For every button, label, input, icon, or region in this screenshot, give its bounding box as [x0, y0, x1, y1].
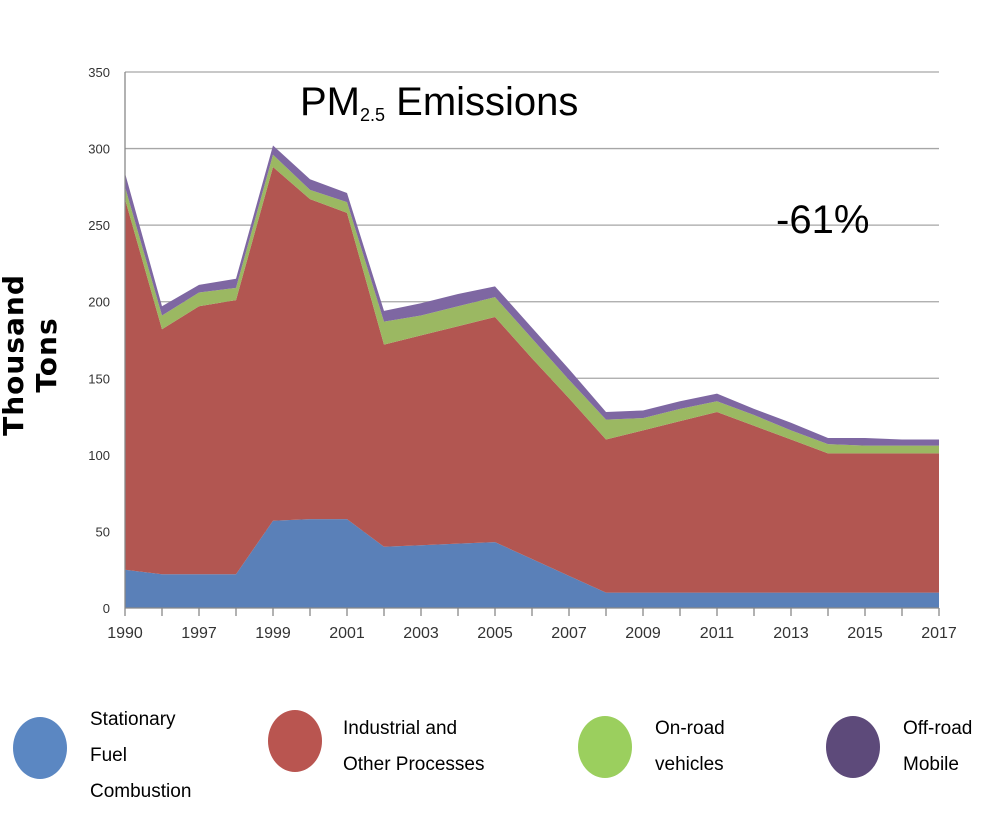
legend-label: On-road vehicles — [655, 711, 725, 783]
x-tick-label: 1997 — [181, 625, 217, 642]
x-tick-label: 1999 — [255, 625, 291, 642]
legend-swatch — [578, 716, 632, 778]
percent-change-annotation: -61% — [776, 198, 870, 242]
legend-label: Off-road Mobile — [903, 711, 972, 783]
legend-label-line: Fuel — [90, 745, 127, 766]
legend-swatch — [826, 716, 880, 778]
legend-swatch — [268, 710, 322, 772]
area-industrial-and-other-processes — [125, 166, 939, 593]
y-tick-label: 0 — [103, 601, 110, 616]
x-tick-label: 2009 — [625, 625, 661, 642]
legend-label-line: Stationary — [90, 709, 176, 730]
legend-label: Industrial and Other Processes — [343, 711, 485, 783]
stacked-areas — [125, 145, 939, 608]
y-tick-label: 50 — [96, 524, 110, 539]
x-tick-label: 2013 — [773, 625, 809, 642]
y-axis-label: Thousand Tons — [0, 274, 63, 436]
x-tick-label: 2015 — [847, 625, 883, 642]
y-tick-label: 100 — [88, 448, 110, 463]
x-tick-label: 1990 — [107, 625, 143, 642]
legend-label: Stationary Fuel Combustion — [90, 702, 191, 810]
y-tick-label: 150 — [88, 371, 110, 386]
y-tick-label: 350 — [88, 65, 110, 80]
x-tick-label: 2003 — [403, 625, 439, 642]
chart-title: PM2.5 Emissions — [300, 80, 579, 125]
legend-label-line: Industrial and — [343, 718, 458, 739]
legend-label-line: Combustion — [90, 781, 192, 802]
y-tick-label: 250 — [88, 218, 110, 233]
area-chart: 0 50 100 150 200 250 300 350 1990 1997 1999 2001 200… — [88, 65, 957, 642]
x-tick-label: 2001 — [329, 625, 365, 642]
legend-label-line: Mobile — [903, 754, 959, 775]
legend-label-line: Other Processes — [343, 754, 485, 775]
x-tick-label: 2007 — [551, 625, 587, 642]
y-tick-label: 200 — [88, 295, 110, 310]
x-tick-label: 2011 — [700, 625, 735, 642]
y-tick-label: 300 — [88, 142, 110, 157]
axes: 0 50 100 150 200 250 300 350 1990 1997 1999 2001 200… — [88, 65, 957, 642]
area-stationary-fuel-combustion — [125, 519, 939, 608]
legend-label-line: Off-road — [903, 718, 973, 739]
legend-label-line: vehicles — [655, 754, 724, 775]
x-tick-label: 2017 — [921, 625, 957, 642]
legend-label-line: On-road — [655, 718, 725, 739]
legend-swatch — [13, 717, 67, 779]
x-tick-label: 2005 — [477, 625, 513, 642]
